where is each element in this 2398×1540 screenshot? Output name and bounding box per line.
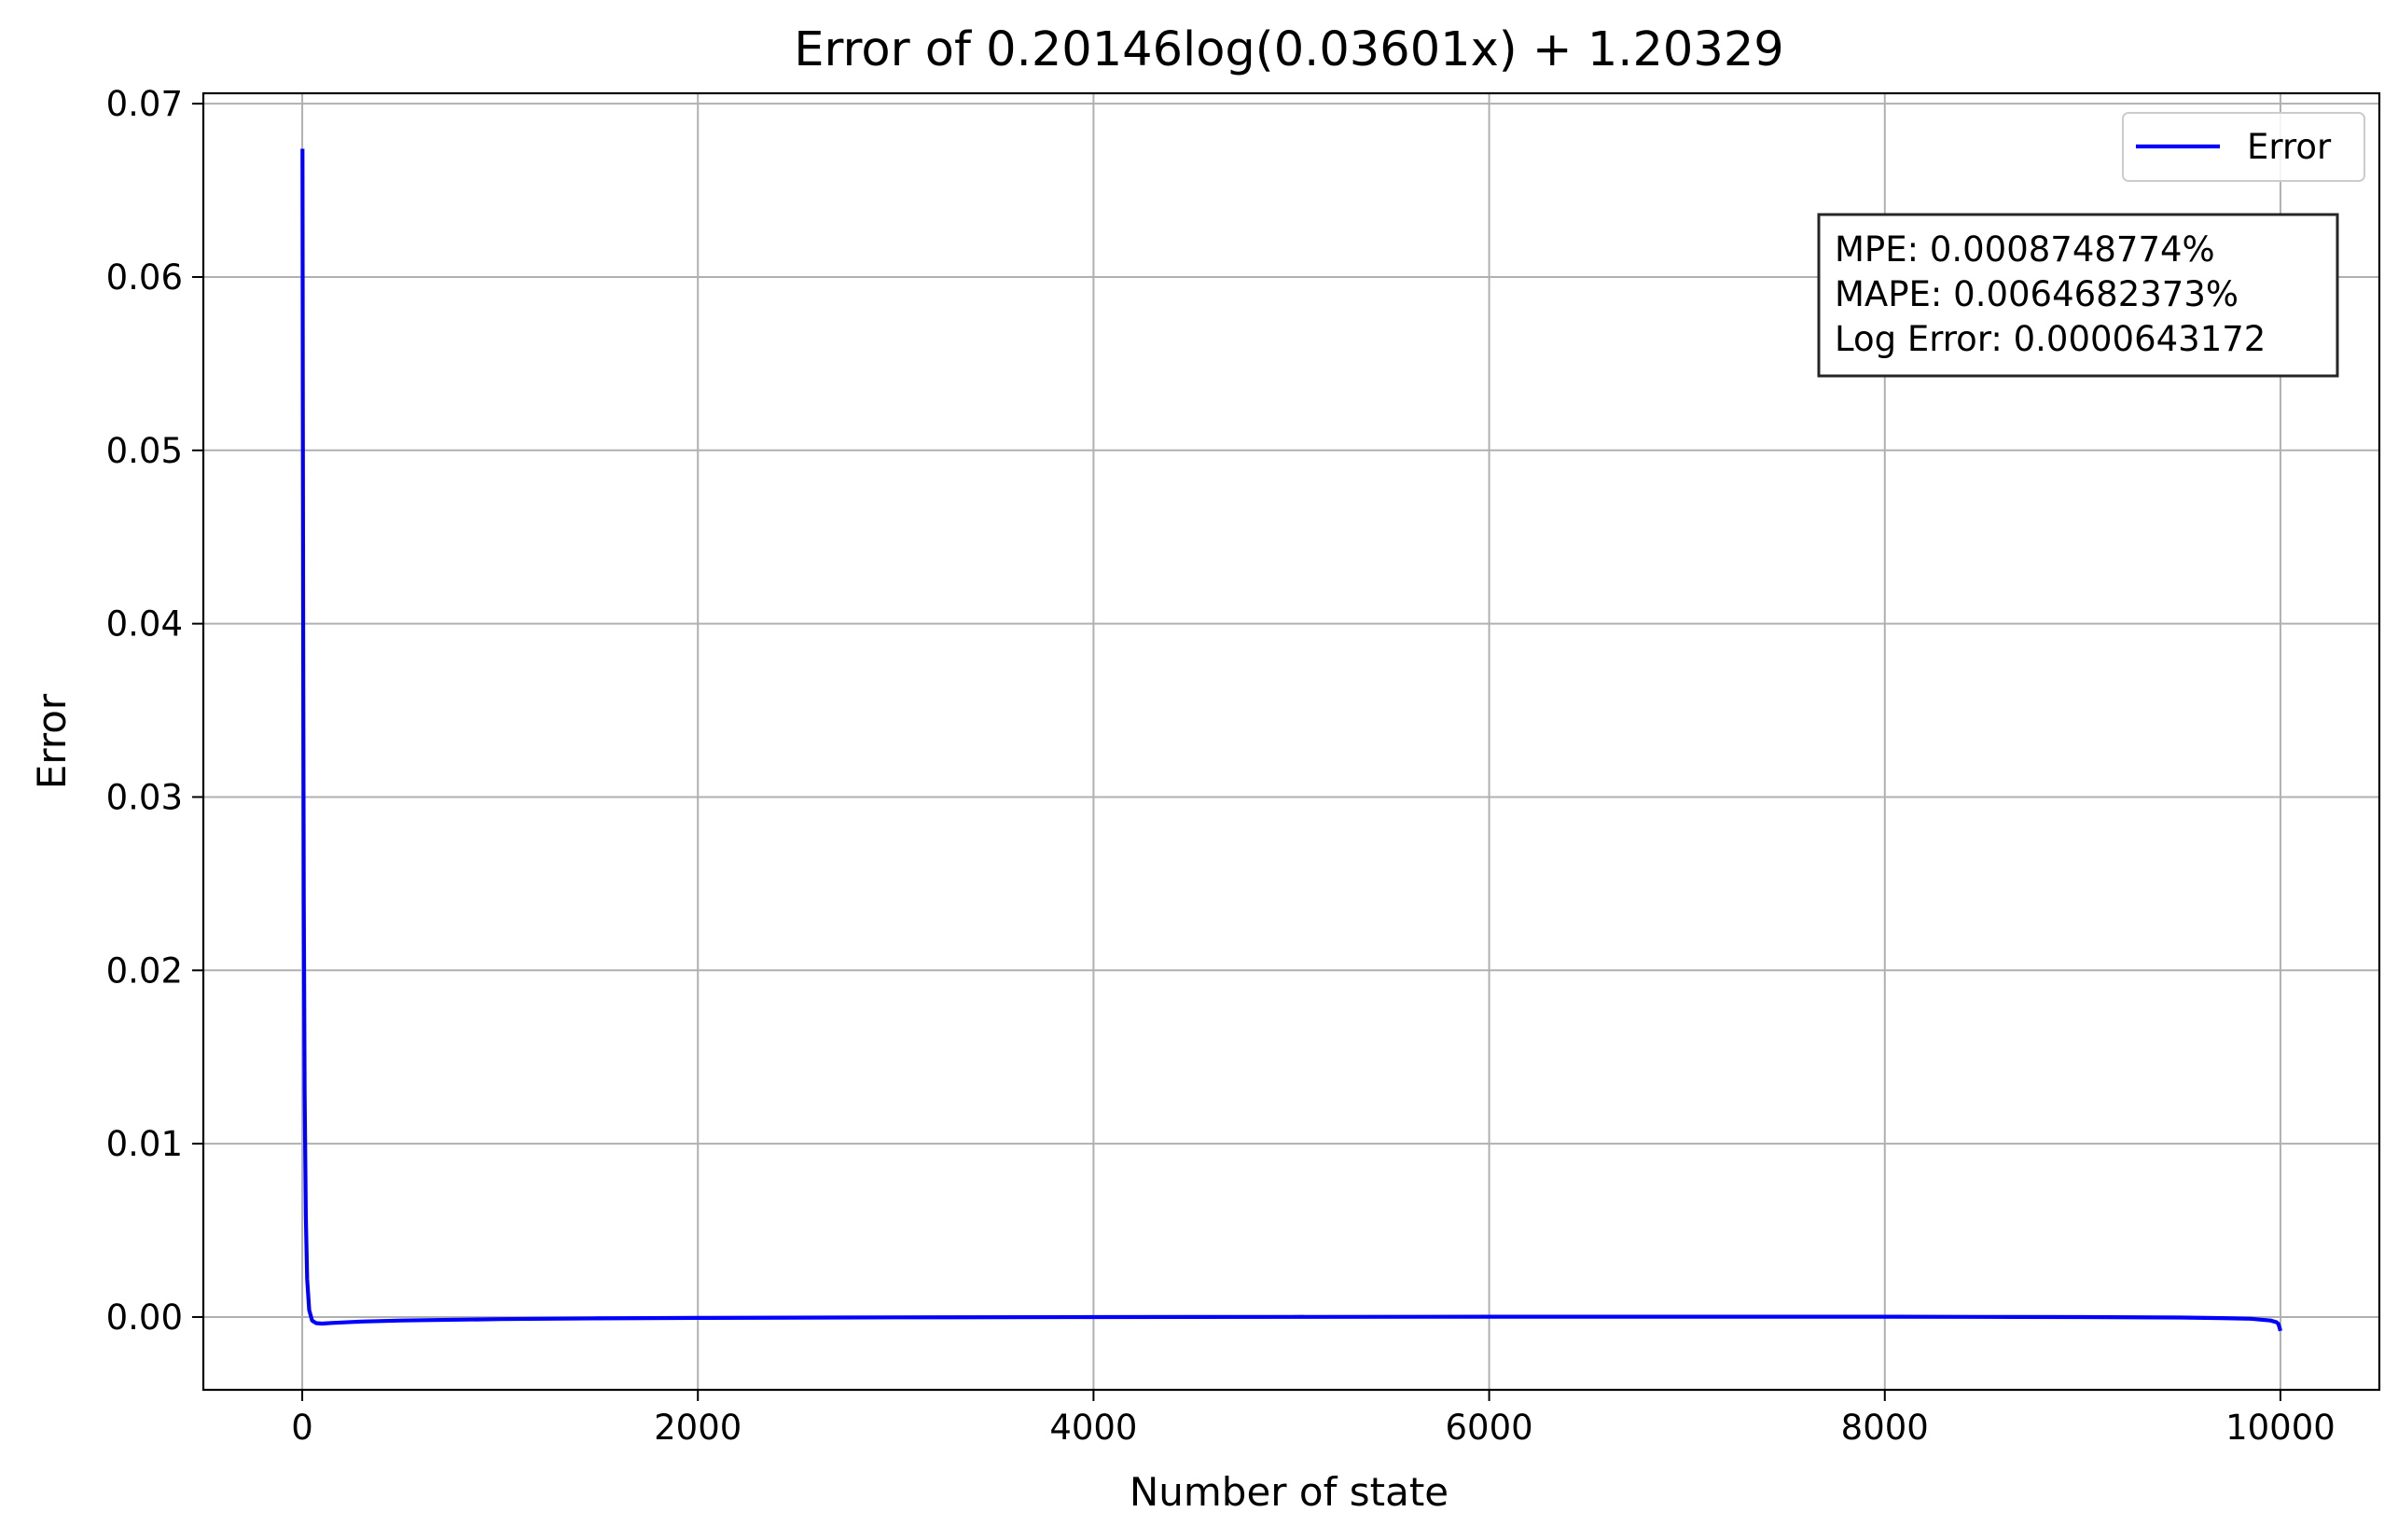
y-tick-label: 0.07 xyxy=(106,84,183,124)
stats-mape: MAPE: 0.0064682373% xyxy=(1835,274,2239,314)
x-tick-label: 0 xyxy=(291,1408,313,1448)
series-line-error xyxy=(300,148,2283,1332)
y-tick-label: 0.02 xyxy=(106,950,183,991)
x-axis-label: Number of state xyxy=(1130,1469,1449,1515)
chart-title: Error of 0.20146log(0.03601x) + 1.20329 xyxy=(794,22,1783,77)
legend: Error xyxy=(2122,112,2365,182)
x-tick-label: 4000 xyxy=(1049,1408,1137,1448)
legend-label-error: Error xyxy=(2247,127,2332,167)
x-tick-label: 10000 xyxy=(2225,1408,2336,1448)
y-tick-label: 0.06 xyxy=(106,257,183,298)
series-layer xyxy=(300,148,2283,1332)
stats-mpe: MPE: 0.0008748774% xyxy=(1835,229,2215,270)
y-tick-label: 0.03 xyxy=(106,777,183,817)
stats-box: MPE: 0.0008748774% MAPE: 0.0064682373% L… xyxy=(1817,213,2339,378)
x-tick-label: 8000 xyxy=(1841,1408,1929,1448)
y-tick-label: 0.00 xyxy=(106,1297,183,1338)
stats-box-frame xyxy=(1817,213,2339,378)
plot-frame xyxy=(201,91,2381,1392)
x-tick-label: 6000 xyxy=(1446,1408,1533,1448)
axis-ticks: 0 2000 4000 6000 8000 10000 0.00 0.01 0.02 0.03 0.… xyxy=(106,84,2336,1448)
x-tick-label: 2000 xyxy=(654,1408,742,1448)
y-tick-label: 0.04 xyxy=(106,604,183,645)
legend-box xyxy=(2122,112,2365,182)
y-axis-label: Error xyxy=(29,693,75,789)
grid-lines xyxy=(203,93,2379,1390)
y-tick-label: 0.01 xyxy=(106,1124,183,1164)
stats-log-error: Log Error: 0.0000643172 xyxy=(1835,319,2266,359)
y-tick-label: 0.05 xyxy=(106,431,183,471)
